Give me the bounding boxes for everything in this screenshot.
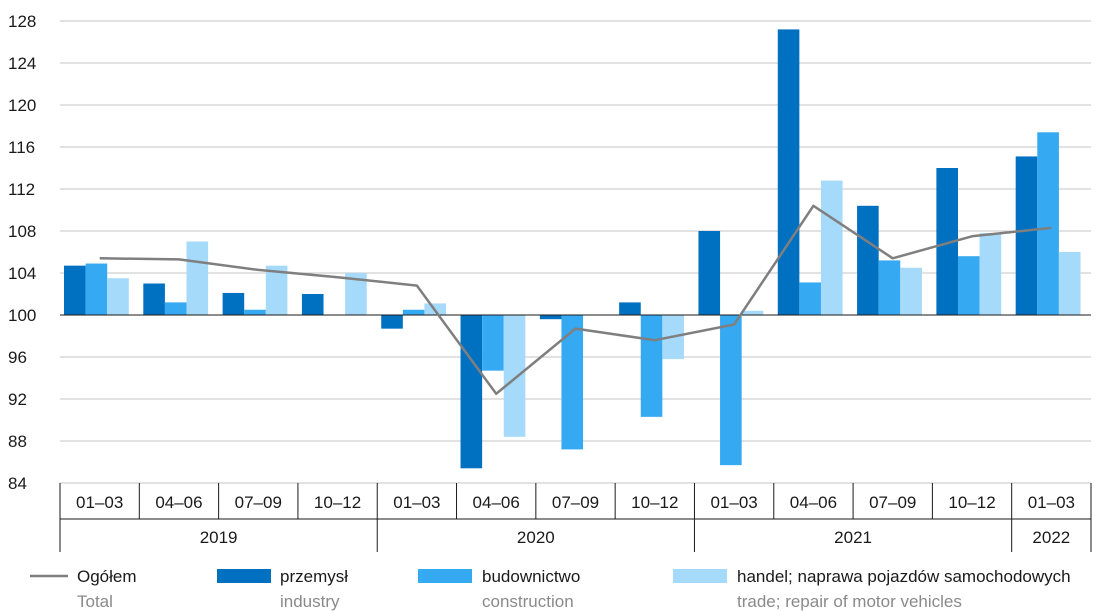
legend-label: budownictwo — [482, 567, 580, 586]
category-label: 07–09 — [235, 493, 282, 512]
bar-construction — [720, 315, 742, 466]
bar-industry — [777, 29, 800, 316]
legend-swatch-industry — [217, 569, 271, 583]
category-label: 01–03 — [76, 493, 123, 512]
y-tick-label: 104 — [8, 264, 36, 283]
bar-trade — [900, 267, 922, 315]
legend-label: Ogółem — [77, 567, 137, 586]
legend-label: przemysł — [280, 567, 348, 586]
legend-label-en: construction — [482, 592, 574, 611]
y-tick-label: 124 — [8, 54, 36, 73]
bar-construction — [957, 256, 980, 315]
gridlines — [60, 20, 1091, 484]
bar-trade — [741, 310, 764, 315]
bar-construction — [878, 260, 901, 315]
y-tick-label: 112 — [8, 180, 35, 199]
bar-construction — [799, 282, 821, 315]
category-label: 10–12 — [948, 493, 995, 512]
bar-industry — [64, 265, 86, 315]
category-label: 07–09 — [869, 493, 916, 512]
bar-construction — [244, 309, 266, 315]
category-label: 01–03 — [393, 493, 440, 512]
bar-construction — [402, 309, 425, 315]
y-tick-label: 120 — [8, 96, 36, 115]
bar-construction — [640, 315, 663, 417]
y-axis-ticks: 84 88 92 96 100 104 108 112 116 120 124 128 — [8, 12, 36, 493]
bar-trade — [820, 180, 843, 315]
bar-industry — [381, 315, 403, 329]
category-label: 01–03 — [1028, 493, 1075, 512]
year-label: 2021 — [834, 528, 872, 547]
bar-construction — [1037, 132, 1059, 315]
legend-label: handel; naprawa pojazdów samochodowych — [737, 567, 1071, 586]
legend-label-en: Total — [77, 592, 113, 611]
bar-trade — [345, 273, 367, 315]
bar-industry — [698, 231, 721, 315]
legend: Ogółem Total przemysł industry budownictwo co… — [30, 567, 1071, 611]
category-label: 04–06 — [790, 493, 837, 512]
bar-industry — [936, 168, 958, 315]
bar-industry — [1015, 156, 1038, 315]
bar-trade — [107, 278, 129, 315]
bar-trade — [186, 241, 209, 315]
bar-trade — [265, 265, 288, 315]
bar-industry — [857, 205, 879, 315]
y-tick-label: 88 — [8, 432, 27, 451]
legend-label-en: industry — [280, 592, 340, 611]
y-tick-label: 92 — [8, 390, 27, 409]
legend-swatch-construction — [418, 569, 472, 583]
y-tick-label: 128 — [8, 12, 36, 31]
total-line — [99, 204, 1052, 396]
y-tick-label: 96 — [8, 348, 27, 367]
category-axis: 01–03 04–06 07–09 10–12 01–03 04–06 07–09 10–12… — [59, 483, 1092, 552]
legend-swatch-trade — [673, 569, 727, 583]
y-tick-label: 116 — [8, 138, 35, 157]
bar-construction — [482, 315, 504, 371]
bars — [64, 29, 1081, 469]
bar-industry — [301, 294, 324, 315]
year-label: 2022 — [1032, 528, 1070, 547]
line-total — [99, 204, 1052, 396]
legend-label-en: trade; repair of motor vehicles — [737, 592, 962, 611]
year-label: 2020 — [517, 528, 555, 547]
bar-industry — [222, 292, 245, 315]
category-label: 04–06 — [155, 493, 202, 512]
category-label: 10–12 — [314, 493, 361, 512]
y-tick-label: 108 — [8, 222, 36, 241]
category-label: 07–09 — [552, 493, 599, 512]
y-tick-label: 100 — [8, 306, 36, 325]
bar-industry — [143, 283, 165, 315]
category-label: 01–03 — [710, 493, 757, 512]
bar-trade — [979, 233, 1002, 315]
category-label: 04–06 — [473, 493, 520, 512]
bar-construction — [164, 302, 187, 315]
bar-construction — [561, 315, 584, 450]
bar-construction — [85, 263, 108, 315]
bar-industry — [619, 302, 641, 315]
y-tick-label: 84 — [8, 474, 27, 493]
bar-trade — [503, 315, 526, 437]
category-label: 10–12 — [631, 493, 678, 512]
year-label: 2019 — [200, 528, 238, 547]
bar-industry — [460, 315, 483, 469]
bar-trade — [1058, 252, 1081, 315]
bar-industry — [539, 315, 562, 320]
